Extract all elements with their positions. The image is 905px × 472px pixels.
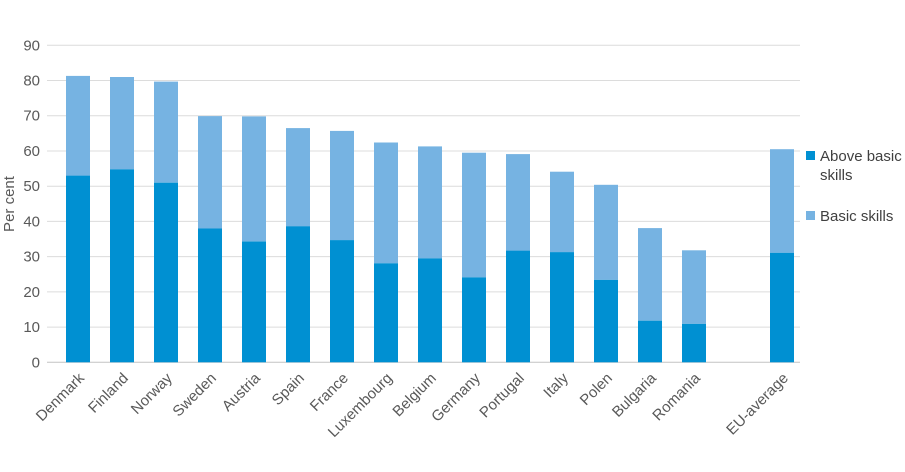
bar-basic-skills-denmark — [66, 75, 90, 176]
bar-above-basic-skills-polen — [594, 279, 618, 363]
bar-above-basic-skills-portugal — [506, 250, 530, 363]
bar-above-basic-skills-eu-average — [770, 252, 794, 363]
chart-legend: Above basic skills Basic skills — [806, 147, 905, 226]
legend-color-swatch-basic-skills — [806, 211, 815, 220]
x-axis-label-germany: Germany — [428, 369, 484, 425]
y-tick-label-0: 0 — [32, 354, 40, 371]
y-axis-title: Per cent — [1, 175, 18, 232]
bar-basic-skills-italy — [550, 171, 574, 252]
bar-above-basic-skills-spain — [286, 226, 310, 363]
legend-item-above-basic-skills: Above basic skills — [806, 147, 905, 185]
bar-basic-skills-polen — [594, 184, 618, 280]
y-tick-label-70: 70 — [23, 108, 40, 125]
x-axis-label-sweden: Sweden — [169, 370, 219, 420]
legend-color-swatch-above-basic-skills — [806, 151, 815, 160]
x-axis-label-spain: Spain — [269, 370, 308, 409]
y-tick-label-60: 60 — [23, 143, 40, 160]
y-tick-label-30: 30 — [23, 249, 40, 266]
x-axis-label-norway: Norway — [128, 369, 176, 417]
x-axis-label-polen: Polen — [577, 370, 616, 409]
legend-item-basic-skills: Basic skills — [806, 207, 905, 226]
legend-label-basic-skills: Basic skills — [820, 208, 894, 225]
bar-basic-skills-france — [330, 130, 354, 241]
bar-basic-skills-finland — [110, 77, 134, 170]
bar-basic-skills-sweden — [198, 116, 222, 229]
y-tick-label-90: 90 — [23, 37, 40, 54]
bar-basic-skills-eu-average — [770, 149, 794, 253]
bar-above-basic-skills-france — [330, 240, 354, 363]
bar-above-basic-skills-sweden — [198, 228, 222, 363]
x-axis-label-denmark: Denmark — [33, 369, 88, 424]
bar-above-basic-skills-finland — [110, 169, 134, 363]
bar-basic-skills-norway — [154, 81, 178, 183]
bar-above-basic-skills-luxembourg — [374, 263, 398, 363]
bar-above-basic-skills-norway — [154, 182, 178, 363]
bar-basic-skills-belgium — [418, 146, 442, 259]
y-tick-label-50: 50 — [23, 178, 40, 195]
bar-basic-skills-romania — [682, 250, 706, 324]
bar-above-basic-skills-denmark — [66, 175, 90, 363]
bar-above-basic-skills-germany — [462, 277, 486, 363]
y-tick-label-10: 10 — [23, 319, 40, 336]
bar-above-basic-skills-belgium — [418, 258, 442, 363]
x-axis-label-eu-average: EU-average — [723, 370, 792, 439]
x-axis-label-romania: Romania — [649, 369, 704, 424]
bar-basic-skills-bulgaria — [638, 228, 662, 321]
bar-above-basic-skills-italy — [550, 252, 574, 363]
legend-label-above-basic-skills: Above basic skills — [820, 148, 902, 184]
x-axis-label-italy: Italy — [540, 369, 572, 401]
bar-basic-skills-austria — [242, 116, 266, 242]
y-tick-label-80: 80 — [23, 73, 40, 90]
bar-basic-skills-spain — [286, 128, 310, 227]
x-axis-label-portugal: Portugal — [476, 370, 528, 422]
x-axis-label-austria: Austria — [219, 369, 264, 414]
x-axis-label-finland: Finland — [85, 370, 132, 417]
bar-above-basic-skills-bulgaria — [638, 320, 662, 363]
bar-basic-skills-portugal — [506, 154, 530, 251]
bar-basic-skills-luxembourg — [374, 142, 398, 264]
bar-basic-skills-germany — [462, 152, 486, 278]
y-tick-label-20: 20 — [23, 284, 40, 301]
bar-above-basic-skills-romania — [682, 323, 706, 363]
y-tick-label-40: 40 — [23, 213, 40, 230]
bar-above-basic-skills-austria — [242, 241, 266, 363]
